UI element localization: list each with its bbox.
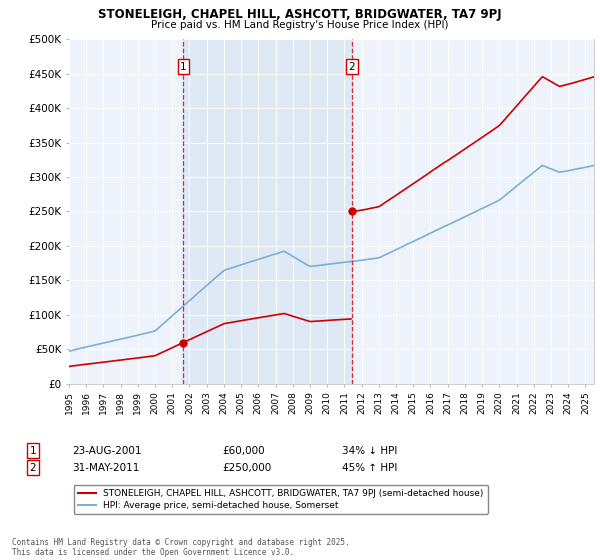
Bar	[184, 39, 352, 384]
Text: 2: 2	[349, 62, 355, 72]
Text: 1: 1	[29, 446, 37, 456]
Point	[179, 338, 188, 347]
Text: 34% ↓ HPI: 34% ↓ HPI	[342, 446, 397, 456]
Legend: STONELEIGH, CHAPEL HILL, ASHCOTT, BRIDGWATER, TA7 9PJ (semi-detached house), HPI: STONELEIGH, CHAPEL HILL, ASHCOTT, BRIDGW…	[74, 484, 488, 514]
Point	[347, 207, 356, 216]
Text: Price paid vs. HM Land Registry's House Price Index (HPI): Price paid vs. HM Land Registry's House …	[151, 20, 449, 30]
Text: 1: 1	[180, 62, 187, 72]
Text: 23-AUG-2001: 23-AUG-2001	[72, 446, 142, 456]
Text: 2: 2	[29, 463, 37, 473]
Text: 31-MAY-2011: 31-MAY-2011	[72, 463, 139, 473]
Text: £250,000: £250,000	[222, 463, 271, 473]
Text: £60,000: £60,000	[222, 446, 265, 456]
Text: 45% ↑ HPI: 45% ↑ HPI	[342, 463, 397, 473]
Text: Contains HM Land Registry data © Crown copyright and database right 2025.
This d: Contains HM Land Registry data © Crown c…	[12, 538, 350, 557]
Text: STONELEIGH, CHAPEL HILL, ASHCOTT, BRIDGWATER, TA7 9PJ: STONELEIGH, CHAPEL HILL, ASHCOTT, BRIDGW…	[98, 8, 502, 21]
